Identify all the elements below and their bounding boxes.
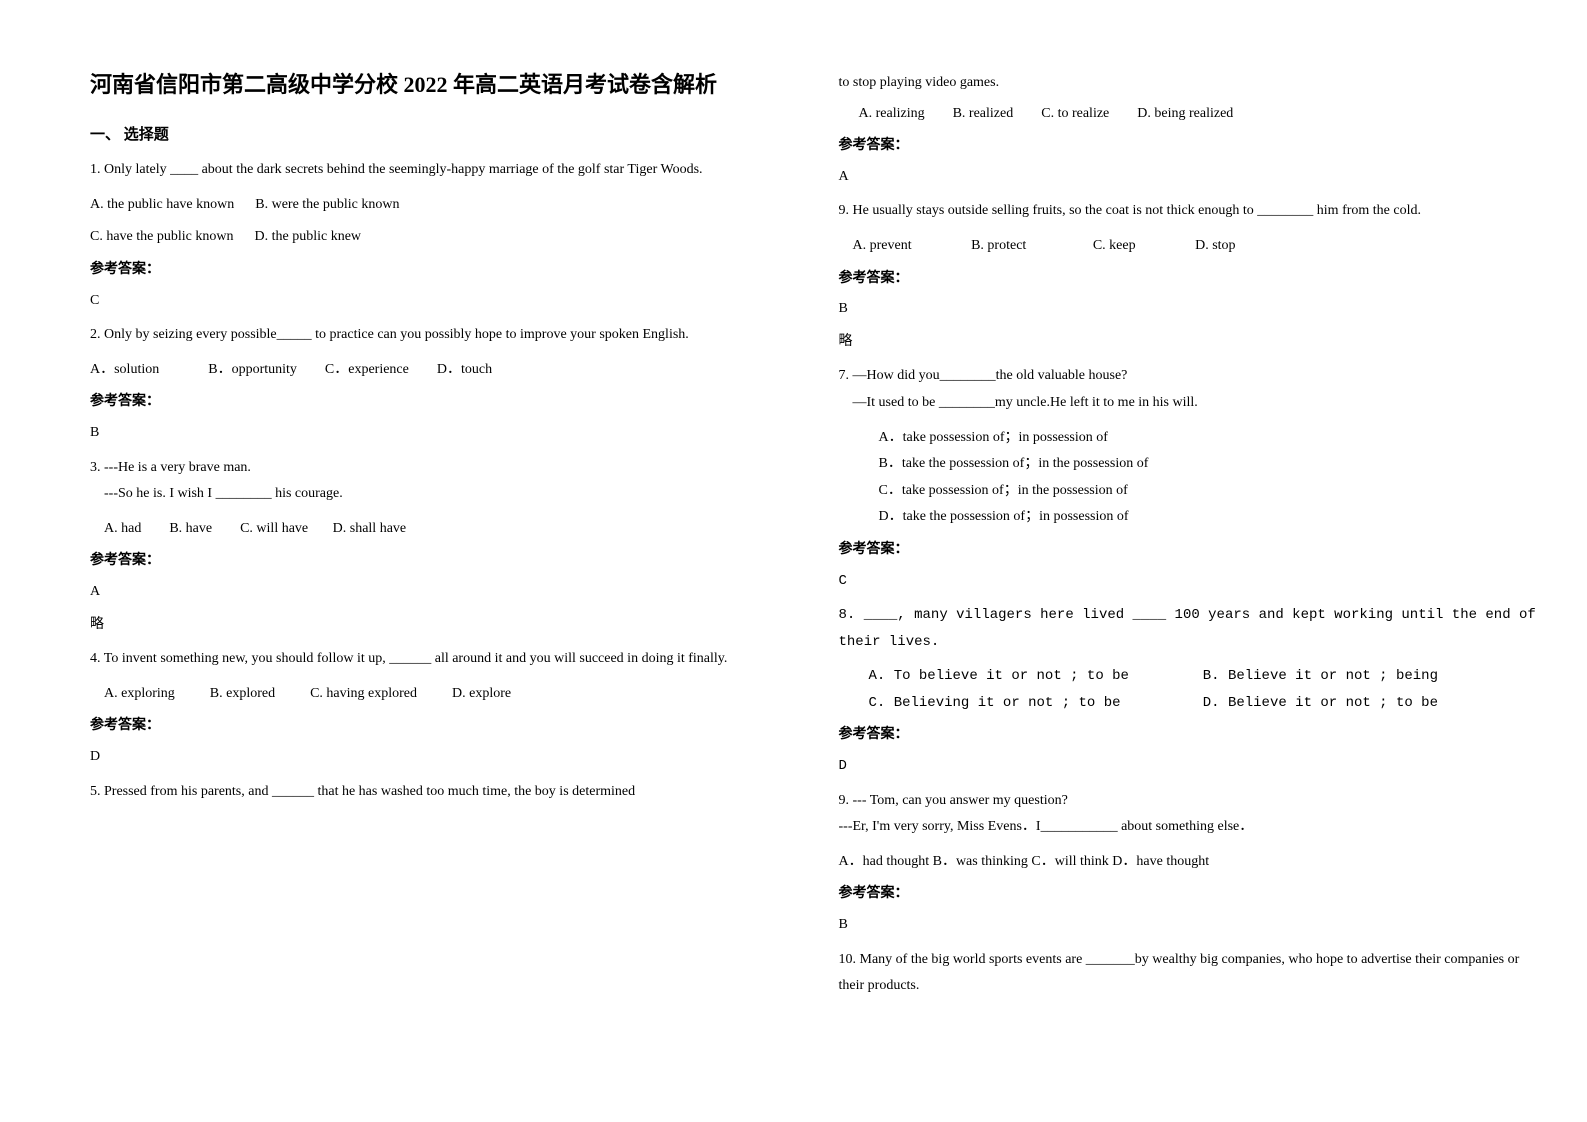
option-d: D. explore bbox=[452, 686, 511, 701]
option-c: C. will have bbox=[240, 521, 308, 536]
option-a: A. the public have known bbox=[90, 197, 234, 212]
option-c: C. have the public known bbox=[90, 229, 233, 244]
question-5-options: A. realizing B. realized C. to realize D… bbox=[859, 101, 1538, 128]
right-column: to stop playing video games. A. realizin… bbox=[839, 70, 1538, 1008]
option-b: B. protect bbox=[971, 238, 1026, 253]
question-8: 8. ____, many villagers here lived ____ … bbox=[839, 602, 1538, 655]
answer-value: A bbox=[839, 164, 1538, 191]
answer-label: 参考答案： bbox=[839, 537, 1538, 564]
question-4: 4. To invent something new, you should f… bbox=[90, 646, 789, 673]
question-8-options: A. To believe it or not ; to be B. Belie… bbox=[869, 663, 1538, 716]
option-a: A. realizing bbox=[859, 106, 925, 121]
question-3: 3. ---He is a very brave man. ---So he i… bbox=[90, 455, 789, 508]
option-d: D. being realized bbox=[1137, 106, 1233, 121]
option-d: D. shall have bbox=[333, 521, 406, 536]
question-text: 10. Many of the big world sports events … bbox=[839, 947, 1538, 1000]
option-b: B．opportunity bbox=[208, 362, 297, 377]
question-2: 2. Only by seizing every possible_____ t… bbox=[90, 322, 789, 349]
question-7: 7. —How did you________the old valuable … bbox=[839, 363, 1538, 416]
answer-value: C bbox=[90, 288, 789, 315]
answer-value: B bbox=[90, 420, 789, 447]
answer-label: 参考答案： bbox=[839, 881, 1538, 908]
option-c: C．experience bbox=[325, 362, 409, 377]
question-text: 1. Only lately ____ about the dark secre… bbox=[90, 157, 789, 184]
question-line1: 7. —How did you________the old valuable … bbox=[839, 363, 1538, 390]
answer-value: B bbox=[839, 296, 1538, 323]
question-6-options: A. prevent B. protect C. keep D. stop bbox=[839, 233, 1538, 260]
option-a: A. exploring bbox=[104, 686, 175, 701]
answer-value: A bbox=[90, 579, 789, 606]
question-line2: ---Er, I'm very sorry, Miss Evens．I_____… bbox=[839, 814, 1538, 841]
question-5: 5. Pressed from his parents, and ______ … bbox=[90, 779, 789, 806]
option-c: C. keep bbox=[1093, 238, 1136, 253]
question-5-cont: to stop playing video games. bbox=[839, 70, 1538, 97]
answer-label: 参考答案： bbox=[90, 257, 789, 284]
answer-value: C bbox=[839, 568, 1538, 595]
option-c: C．take possession of；in the possession o… bbox=[879, 478, 1538, 505]
question-1-options-row1: A. the public have known B. were the pub… bbox=[90, 192, 789, 219]
question-text: 2. Only by seizing every possible_____ t… bbox=[90, 322, 789, 349]
option-b: B. Believe it or not ; being bbox=[1203, 663, 1537, 690]
option-a: A. To believe it or not ; to be bbox=[869, 663, 1203, 690]
question-9-options: A．had thought B．was thinking C．will thin… bbox=[839, 849, 1538, 876]
question-4-options: A. exploring B. explored C. having explo… bbox=[90, 681, 789, 708]
option-b: B. realized bbox=[953, 106, 1014, 121]
option-a: A．take possession of；in possession of bbox=[879, 425, 1538, 452]
option-a: A. had bbox=[104, 521, 141, 536]
left-column: 河南省信阳市第二高级中学分校 2022 年高二英语月考试卷含解析 一、 选择题 … bbox=[90, 70, 789, 1008]
option-b: B. were the public known bbox=[255, 197, 399, 212]
question-10: 10. Many of the big world sports events … bbox=[839, 947, 1538, 1000]
answer-label: 参考答案： bbox=[90, 548, 789, 575]
omit-text: 略 bbox=[839, 329, 1538, 356]
question-line1: 9. --- Tom, can you answer my question? bbox=[839, 788, 1538, 815]
option-a: A．solution bbox=[90, 362, 159, 377]
question-3-options: A. had B. have C. will have D. shall hav… bbox=[90, 516, 789, 543]
answer-label: 参考答案： bbox=[90, 389, 789, 416]
omit-text: 略 bbox=[90, 612, 789, 639]
question-7-options: A．take possession of；in possession of B．… bbox=[879, 425, 1538, 531]
question-text: 4. To invent something new, you should f… bbox=[90, 646, 789, 673]
question-1: 1. Only lately ____ about the dark secre… bbox=[90, 157, 789, 184]
question-2-options: A．solution B．opportunity C．experience D．… bbox=[90, 357, 789, 384]
page-container: 河南省信阳市第二高级中学分校 2022 年高二英语月考试卷含解析 一、 选择题 … bbox=[0, 0, 1587, 1038]
option-a: A. prevent bbox=[853, 238, 912, 253]
answer-label: 参考答案： bbox=[839, 722, 1538, 749]
answer-value: D bbox=[839, 753, 1538, 780]
option-b: B. explored bbox=[210, 686, 275, 701]
question-line1: 3. ---He is a very brave man. bbox=[90, 455, 789, 482]
question-line2: —It used to be ________my uncle.He left … bbox=[839, 390, 1538, 417]
option-d: D. stop bbox=[1195, 238, 1235, 253]
option-c: C. Believing it or not ; to be bbox=[869, 690, 1203, 717]
option-c: C. having explored bbox=[310, 686, 417, 701]
option-b: B．take the possession of；in the possessi… bbox=[879, 451, 1538, 478]
answer-value: D bbox=[90, 744, 789, 771]
answer-label: 参考答案： bbox=[839, 266, 1538, 293]
answer-label: 参考答案： bbox=[90, 713, 789, 740]
question-line2: ---So he is. I wish I ________ his coura… bbox=[90, 481, 789, 508]
section-heading: 一、 选择题 bbox=[90, 121, 789, 150]
document-title: 河南省信阳市第二高级中学分校 2022 年高二英语月考试卷含解析 bbox=[90, 70, 789, 101]
question-text: 5. Pressed from his parents, and ______ … bbox=[90, 779, 789, 806]
question-1-options-row2: C. have the public known D. the public k… bbox=[90, 224, 789, 251]
answer-value: B bbox=[839, 912, 1538, 939]
question-text: 8. ____, many villagers here lived ____ … bbox=[839, 602, 1538, 655]
option-d: D．take the possession of；in possession o… bbox=[879, 504, 1538, 531]
option-b: B. have bbox=[169, 521, 212, 536]
question-9: 9. --- Tom, can you answer my question? … bbox=[839, 788, 1538, 841]
answer-label: 参考答案： bbox=[839, 133, 1538, 160]
option-d: D．touch bbox=[437, 362, 492, 377]
question-6: 9. He usually stays outside selling frui… bbox=[839, 198, 1538, 225]
option-d: D. Believe it or not ; to be bbox=[1203, 690, 1537, 717]
option-c: C. to realize bbox=[1041, 106, 1109, 121]
question-text: 9. He usually stays outside selling frui… bbox=[839, 198, 1538, 225]
option-d: D. the public knew bbox=[254, 229, 361, 244]
